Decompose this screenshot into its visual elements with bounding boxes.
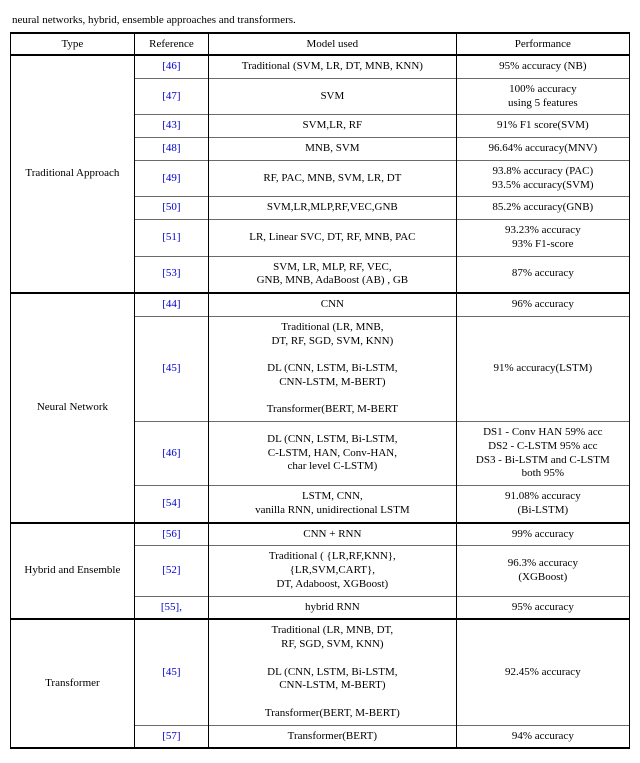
col-perf: Performance (456, 33, 629, 55)
model-cell: CNN + RNN (209, 523, 457, 546)
reference-link[interactable]: [54] (162, 497, 180, 509)
performance-cell: 91% accuracy(LSTM) (456, 316, 629, 421)
reference-cell: [49] (134, 160, 208, 197)
reference-link[interactable]: [48] (162, 142, 180, 154)
model-cell: Traditional (SVM, LR, DT, MNB, KNN) (209, 55, 457, 78)
performance-cell: 93.8% accuracy (PAC) 93.5% accuracy(SVM) (456, 160, 629, 197)
reference-link[interactable]: [56] (162, 528, 180, 540)
performance-cell: DS1 - Conv HAN 59% acc DS2 - C-LSTM 95% … (456, 422, 629, 486)
performance-cell: 91% F1 score(SVM) (456, 115, 629, 138)
reference-cell: [47] (134, 78, 208, 115)
performance-cell: 95% accuracy (456, 596, 629, 619)
reference-link[interactable]: [50] (162, 201, 180, 213)
table-row: Traditional Approach[46]Traditional (SVM… (11, 55, 630, 78)
reference-cell: [44] (134, 293, 208, 316)
performance-cell: 95% accuracy (NB) (456, 55, 629, 78)
reference-cell: [43] (134, 115, 208, 138)
model-cell: Traditional (LR, MNB, DT, RF, SGD, SVM, … (209, 619, 457, 725)
model-cell: Transformer(BERT) (209, 725, 457, 748)
model-cell: CNN (209, 293, 457, 316)
performance-cell: 96% accuracy (456, 293, 629, 316)
intro-fragment: neural networks, hybrid, ensemble approa… (12, 14, 630, 26)
performance-cell: 85.2% accuracy(GNB) (456, 197, 629, 220)
performance-cell: 87% accuracy (456, 256, 629, 293)
performance-cell: 91.08% accuracy (Bi-LSTM) (456, 486, 629, 523)
reference-link[interactable]: [44] (162, 298, 180, 310)
model-cell: DL (CNN, LSTM, Bi-LSTM, C-LSTM, HAN, Con… (209, 422, 457, 486)
performance-cell: 96.3% accuracy (XGBoost) (456, 546, 629, 596)
reference-cell: [57] (134, 725, 208, 748)
reference-link[interactable]: [45] (162, 362, 180, 374)
type-cell: Transformer (11, 619, 135, 748)
table-header-row: Type Reference Model used Performance (11, 33, 630, 55)
reference-link[interactable]: [52] (162, 564, 180, 576)
reference-cell: [54] (134, 486, 208, 523)
model-cell: Traditional ( {LR,RF,KNN}, {LR,SVM,CART}… (209, 546, 457, 596)
model-cell: SVM (209, 78, 457, 115)
reference-cell: [46] (134, 55, 208, 78)
reference-link[interactable]: [53] (162, 267, 180, 279)
table-row: Transformer[45]Traditional (LR, MNB, DT,… (11, 619, 630, 725)
table-row: Neural Network[44]CNN96% accuracy (11, 293, 630, 316)
reference-cell: [45] (134, 316, 208, 421)
performance-cell: 94% accuracy (456, 725, 629, 748)
type-cell: Hybrid and Ensemble (11, 523, 135, 620)
performance-cell: 99% accuracy (456, 523, 629, 546)
model-cell: hybrid RNN (209, 596, 457, 619)
model-cell: LSTM, CNN, vanilla RNN, unidirectional L… (209, 486, 457, 523)
type-cell: Neural Network (11, 293, 135, 523)
col-model: Model used (209, 33, 457, 55)
performance-cell: 96.64% accuracy(MNV) (456, 138, 629, 161)
reference-cell: [46] (134, 422, 208, 486)
model-cell: SVM, LR, MLP, RF, VEC, GNB, MNB, AdaBoos… (209, 256, 457, 293)
model-cell: LR, Linear SVC, DT, RF, MNB, PAC (209, 220, 457, 257)
reference-link[interactable]: [43] (162, 119, 180, 131)
model-cell: RF, PAC, MNB, SVM, LR, DT (209, 160, 457, 197)
performance-cell: 92.45% accuracy (456, 619, 629, 725)
reference-link[interactable]: [51] (162, 231, 180, 243)
methods-table: Type Reference Model used Performance Tr… (10, 32, 630, 749)
model-cell: Traditional (LR, MNB, DT, RF, SGD, SVM, … (209, 316, 457, 421)
reference-cell: [52] (134, 546, 208, 596)
reference-cell: [45] (134, 619, 208, 725)
reference-cell: [55], (134, 596, 208, 619)
model-cell: SVM,LR, RF (209, 115, 457, 138)
model-cell: MNB, SVM (209, 138, 457, 161)
type-cell: Traditional Approach (11, 55, 135, 293)
performance-cell: 100% accuracy using 5 features (456, 78, 629, 115)
reference-link[interactable]: [49] (162, 172, 180, 184)
reference-link[interactable]: [57] (162, 730, 180, 742)
reference-link[interactable]: [46] (162, 60, 180, 72)
reference-link[interactable]: [45] (162, 666, 180, 678)
reference-link[interactable]: [55], (161, 601, 182, 613)
col-ref: Reference (134, 33, 208, 55)
reference-cell: [51] (134, 220, 208, 257)
reference-cell: [53] (134, 256, 208, 293)
model-cell: SVM,LR,MLP,RF,VEC,GNB (209, 197, 457, 220)
performance-cell: 93.23% accuracy 93% F1-score (456, 220, 629, 257)
reference-link[interactable]: [46] (162, 447, 180, 459)
col-type: Type (11, 33, 135, 55)
reference-cell: [50] (134, 197, 208, 220)
reference-cell: [56] (134, 523, 208, 546)
reference-link[interactable]: [47] (162, 90, 180, 102)
table-row: Hybrid and Ensemble[56]CNN + RNN99% accu… (11, 523, 630, 546)
reference-cell: [48] (134, 138, 208, 161)
